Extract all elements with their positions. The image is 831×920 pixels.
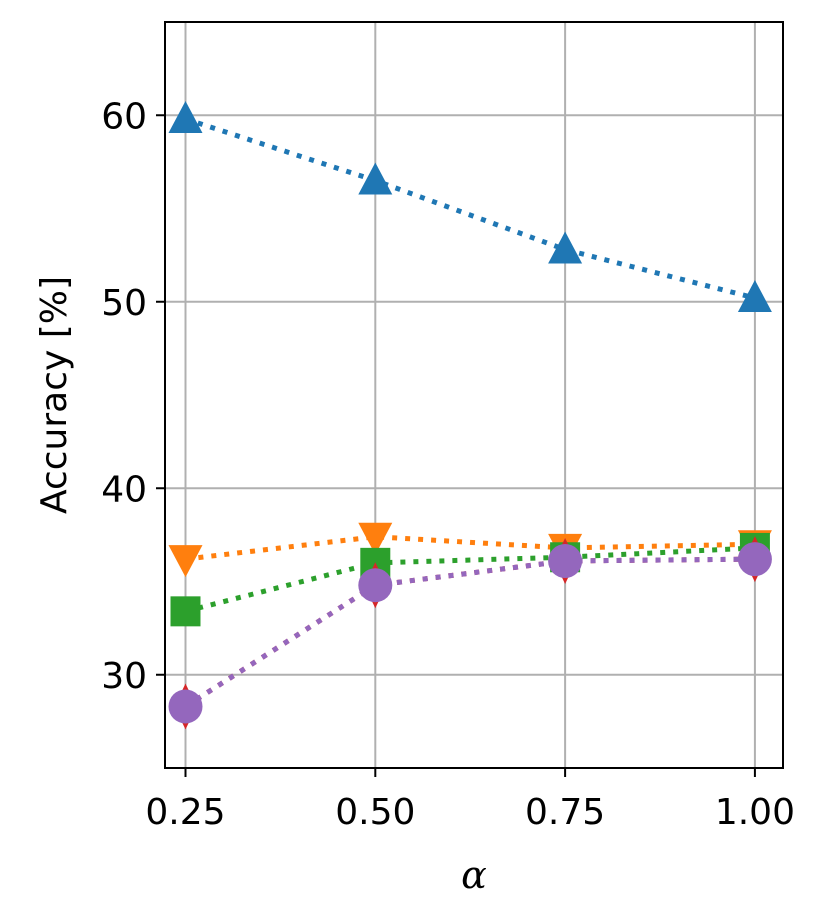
ticks-layer: 0.25 0.50 0.75 1.00 30 40 50 60	[101, 96, 795, 833]
data-point-purple-circle	[548, 543, 583, 578]
series-line-purple-circle	[184, 556, 755, 709]
data-point-blue-triangle-up	[168, 100, 203, 133]
data-point-purple-circle	[358, 568, 393, 603]
data-point-purple-circle	[168, 689, 203, 724]
x-axis-title: α	[461, 853, 487, 897]
x-tick-label: 1.00	[715, 792, 795, 833]
grid-layer	[165, 22, 783, 768]
data-point-blue-triangle-up	[737, 280, 772, 313]
x-tick-label: 0.50	[335, 792, 415, 833]
series-orange-triangle-down	[168, 522, 772, 578]
x-tick-label: 0.75	[525, 792, 605, 833]
data-point-purple-circle	[737, 542, 772, 577]
x-tick-label: 0.25	[145, 792, 225, 833]
data-point-blue-triangle-up	[358, 162, 393, 195]
plot-frame	[164, 21, 784, 769]
series-line-blue-triangle-up	[184, 116, 756, 301]
y-tick-label: 50	[101, 283, 147, 324]
series-layer	[168, 100, 772, 730]
y-tick-label: 30	[101, 656, 147, 697]
y-tick-label: 60	[101, 96, 147, 137]
y-tick-label: 40	[101, 469, 147, 510]
series-purple-circle	[168, 542, 772, 724]
data-point-green-square	[170, 596, 201, 627]
data-point-orange-triangle-down	[358, 522, 393, 555]
series-red-diamond	[174, 536, 766, 730]
series-line-red-diamond	[184, 556, 755, 709]
data-point-blue-triangle-up	[548, 231, 583, 264]
series-line-orange-triangle-down	[185, 534, 755, 562]
series-blue-triangle-up	[168, 100, 772, 313]
y-axis-title: Accuracy [%]	[34, 276, 75, 514]
data-point-orange-triangle-down	[168, 545, 203, 578]
series-line-green-square	[184, 545, 756, 614]
